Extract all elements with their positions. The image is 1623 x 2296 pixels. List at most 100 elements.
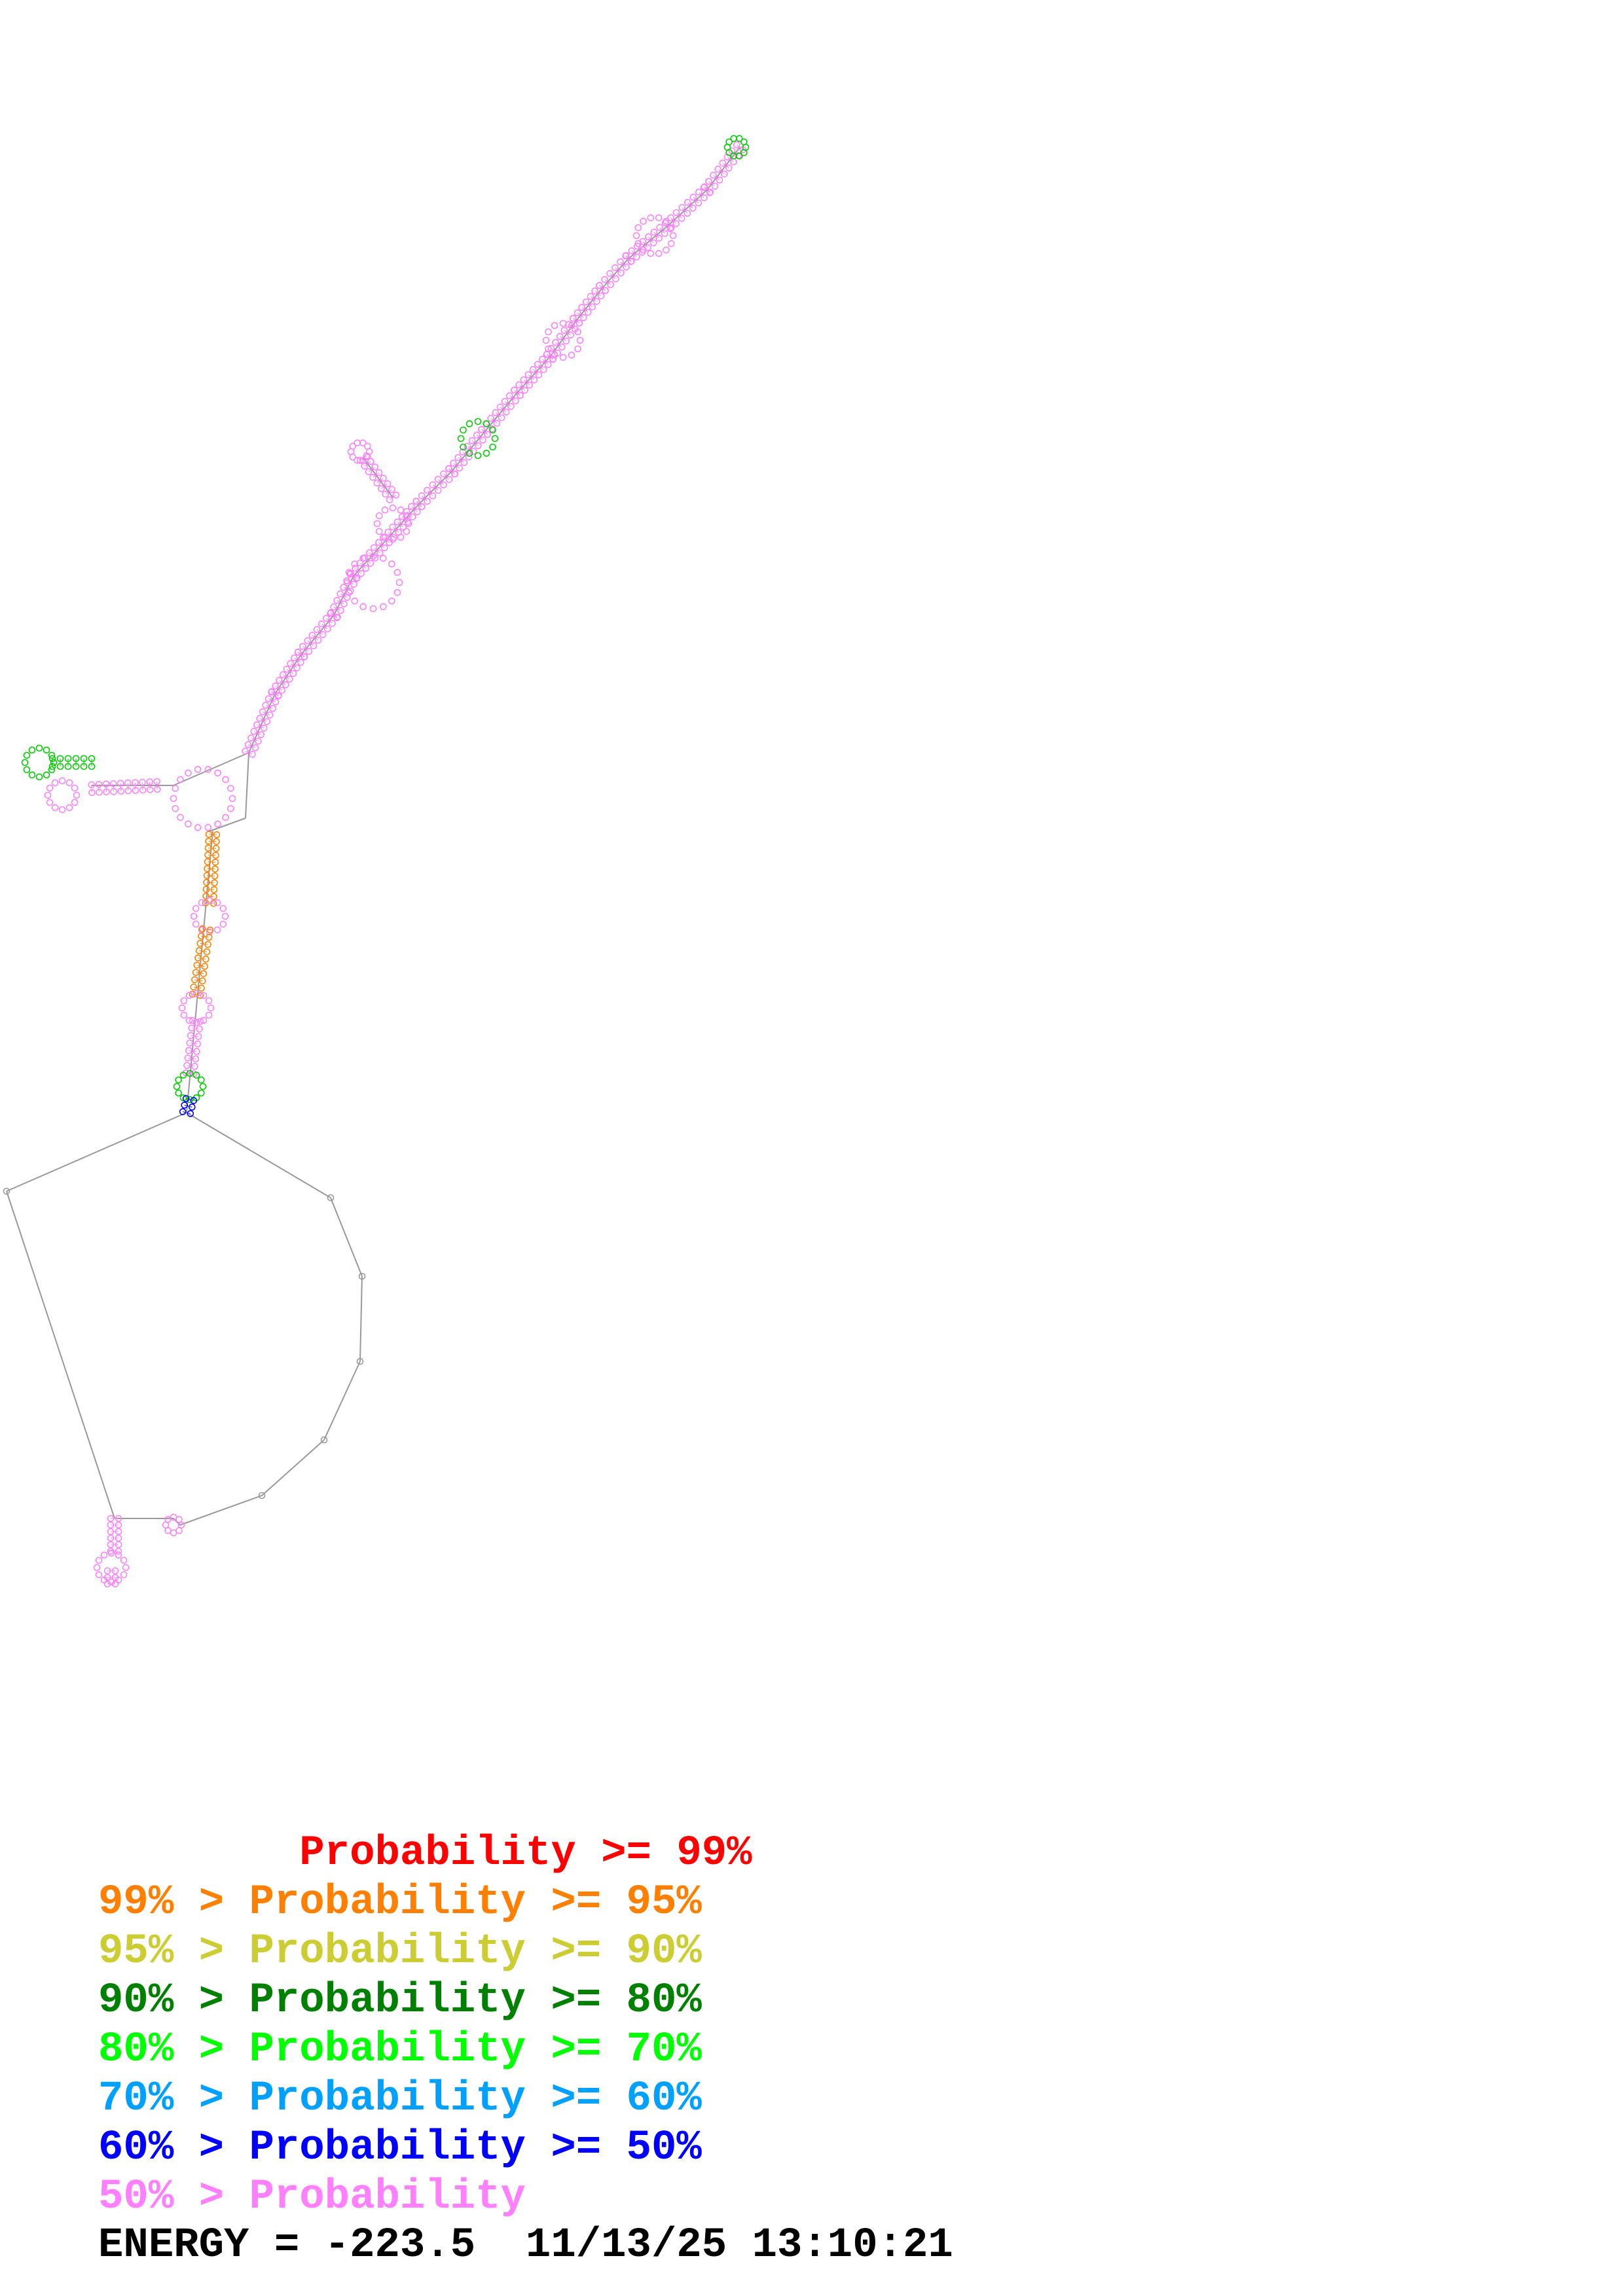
base-pair	[257, 725, 264, 728]
hairpin-loop	[58, 806, 66, 814]
helix-nucleotide	[549, 355, 556, 363]
base-pair	[105, 783, 107, 792]
helix-nucleotide	[719, 159, 727, 167]
base-pair	[200, 942, 208, 945]
helix-nucleotide	[434, 486, 442, 494]
base-pair	[509, 395, 516, 401]
helix-nucleotide	[460, 459, 468, 466]
helix-nucleotide	[195, 947, 203, 954]
interior-loop	[180, 1011, 188, 1019]
helix-nucleotide	[418, 503, 426, 511]
helix-nucleotide	[711, 183, 719, 190]
base-pair	[653, 232, 660, 239]
helix-nucleotide	[633, 253, 640, 260]
base-pair	[577, 312, 584, 318]
hairpin-loop	[164, 1527, 172, 1534]
helix-nucleotide	[314, 636, 322, 644]
helix-nucleotide	[689, 193, 697, 201]
base-pair	[427, 490, 433, 496]
helix-nucleotide	[213, 838, 220, 846]
backbone-segment	[179, 1495, 263, 1526]
interior-loop	[179, 1094, 187, 1102]
helix-nucleotide	[266, 711, 274, 719]
helix-nucleotide	[204, 941, 211, 948]
hairpin-loop	[95, 1556, 103, 1564]
backbone-segment	[484, 392, 518, 433]
backbone-segment	[628, 225, 668, 259]
interior-loop	[640, 217, 647, 225]
multiloop	[172, 785, 179, 792]
hairpin-loop	[50, 759, 58, 766]
backbone-segment	[6, 1191, 115, 1519]
multiloop	[194, 766, 202, 773]
hairpin-loop	[364, 442, 371, 450]
helix-nucleotide	[107, 1528, 115, 1535]
helix-nucleotide	[607, 281, 614, 289]
interior-loop	[199, 1083, 207, 1090]
hairpin-loop	[58, 777, 66, 785]
interior-loop	[351, 597, 359, 605]
hairpin-loop	[51, 804, 59, 812]
base-pair	[476, 435, 483, 440]
helix-nucleotide	[580, 314, 587, 321]
helix-nucleotide	[645, 233, 652, 241]
base-pair	[620, 261, 627, 268]
hairpin-loop	[35, 744, 43, 752]
interior-loop	[568, 322, 575, 329]
hairpin-loop	[177, 1521, 185, 1529]
base-pair	[389, 495, 397, 500]
helix-nucleotide	[356, 457, 364, 464]
helix-nucleotide	[115, 1541, 122, 1549]
interior-loop	[373, 520, 381, 528]
interior-loop	[359, 554, 367, 562]
base-pair	[208, 848, 217, 849]
helix-nucleotide	[352, 564, 359, 572]
helix-nucleotide	[188, 1024, 195, 1031]
interior-loop	[632, 232, 640, 240]
helix-nucleotide	[103, 1580, 111, 1588]
helix-nucleotide	[412, 497, 420, 505]
base-pair	[458, 457, 465, 463]
helix-nucleotide	[179, 1108, 187, 1115]
multiloop	[172, 805, 179, 812]
helix-nucleotide	[684, 209, 691, 217]
helix-nucleotide	[628, 257, 635, 265]
base-pair	[659, 227, 665, 234]
helix-nucleotide	[578, 304, 585, 311]
helix-nucleotide	[367, 457, 374, 465]
helix-nucleotide	[198, 932, 205, 940]
helix-nucleotide	[556, 332, 564, 340]
base-pair	[302, 646, 310, 652]
interior-loop	[200, 992, 208, 999]
base-pair	[208, 840, 217, 842]
helix-nucleotide	[357, 569, 365, 577]
interior-loop	[221, 912, 229, 920]
base-pair	[149, 781, 151, 790]
helix-nucleotide	[48, 762, 56, 770]
helix-nucleotide	[322, 615, 330, 622]
backbone-segment	[248, 693, 276, 753]
helix-nucleotide	[193, 961, 201, 969]
helix-nucleotide	[450, 470, 458, 478]
interior-loop	[559, 319, 567, 327]
legend-item-below-50: 50% > Probability	[98, 2174, 526, 2221]
helix-nucleotide	[132, 787, 139, 794]
interior-loop	[574, 328, 581, 336]
hairpin-loop	[122, 1564, 130, 1571]
base-pair	[572, 318, 580, 323]
base-pair	[467, 446, 474, 452]
helix-nucleotide	[290, 654, 298, 662]
base-pair	[202, 928, 211, 931]
helix-nucleotide	[190, 983, 198, 991]
hairpin-loop	[65, 779, 73, 787]
helix-nucleotide	[593, 298, 600, 305]
multiloop	[227, 785, 234, 792]
helix-nucleotide	[567, 331, 574, 339]
helix-nucleotide	[107, 1541, 115, 1549]
helix-nucleotide	[602, 287, 609, 295]
interior-loop	[205, 1011, 213, 1019]
base-pair	[500, 406, 507, 412]
helix-nucleotide	[287, 660, 294, 668]
helix-nucleotide	[429, 492, 437, 499]
